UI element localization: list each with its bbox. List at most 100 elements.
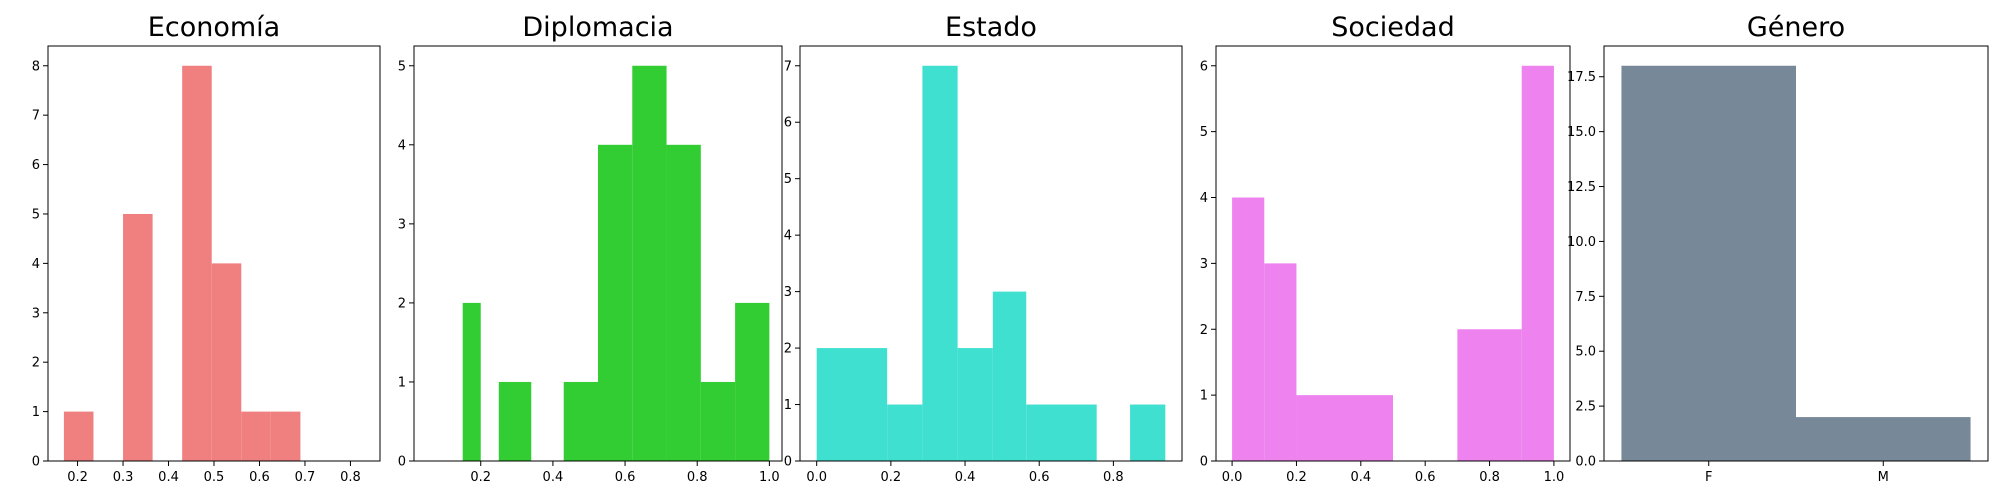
histogram-bar xyxy=(666,144,701,462)
histogram-bar xyxy=(735,302,770,461)
histogram-bar xyxy=(1621,65,1796,461)
chart-title: Diplomacia xyxy=(522,12,673,43)
y-tick-label: 6 xyxy=(784,116,792,131)
y-tick-label: 8 xyxy=(32,59,40,74)
y-tick-label: 12.5 xyxy=(1567,180,1596,195)
y-tick-label: 5 xyxy=(398,59,406,74)
histogram-bar xyxy=(1026,404,1097,461)
y-tick-label: 6 xyxy=(1200,59,1208,74)
axes-frame xyxy=(1603,45,1989,462)
panel-1: Economía 0 1 2 3 4 5 6 7 8 0.2 0.3 0.4 0.5 0.6 0.7 0.8 xyxy=(32,12,381,485)
panel-4: Sociedad 0 1 2 3 4 5 6 0.0 0.2 0.4 0.6 0.8 1.0 xyxy=(1200,12,1571,485)
x-tick-label: 0.4 xyxy=(543,470,564,485)
histogram-bar xyxy=(1232,197,1265,461)
y-tick-label: 3 xyxy=(32,306,40,321)
y-tick-label: 0 xyxy=(398,455,406,470)
panel-3: Estado 0 1 2 3 4 5 6 7 0.0 0.2 0.4 0.6 0.8 xyxy=(784,12,1183,485)
y-tick-label: 2 xyxy=(32,356,40,371)
x-tick-label: 0.6 xyxy=(249,470,270,485)
chart-title: Sociedad xyxy=(1331,12,1454,43)
histogram-bar xyxy=(1130,404,1166,461)
y-tick-label: 17.5 xyxy=(1567,70,1596,85)
x-tick-label: 0.6 xyxy=(615,470,636,485)
x-tick-label: F xyxy=(1705,470,1712,485)
histogram-bar xyxy=(270,411,301,461)
chart-title: Estado xyxy=(945,12,1037,43)
histogram-bar xyxy=(1264,263,1297,461)
x-tick-label: 0.2 xyxy=(470,470,491,485)
x-tick-label: 0.8 xyxy=(340,470,361,485)
y-tick-label: 10.0 xyxy=(1567,235,1596,250)
x-tick-label: 0.8 xyxy=(1479,470,1500,485)
histogram-bar xyxy=(63,411,94,461)
x-tick-label: 0.4 xyxy=(1350,470,1371,485)
x-tick-label: 0.5 xyxy=(204,470,225,485)
x-tick-label: 0.8 xyxy=(1103,470,1124,485)
x-tick-label: 0.4 xyxy=(955,470,976,485)
y-tick-label: 1 xyxy=(784,398,792,413)
y-tick-label: 3 xyxy=(1200,257,1208,272)
y-tick-label: 3 xyxy=(784,285,792,300)
y-tick-label: 4 xyxy=(784,229,792,244)
histogram-bar xyxy=(1296,395,1393,461)
histogram-bar xyxy=(922,65,958,461)
histogram-bar xyxy=(211,263,242,461)
x-tick-label: M xyxy=(1878,470,1889,485)
histogram-bar xyxy=(700,381,736,461)
histogram-bar xyxy=(887,404,923,461)
y-tick-label: 0 xyxy=(784,455,792,470)
chart-title: Género xyxy=(1747,12,1845,43)
y-tick-label: 1 xyxy=(1200,389,1208,404)
histogram-bar xyxy=(1521,65,1554,461)
y-tick-label: 0 xyxy=(1200,455,1208,470)
histogram-bar xyxy=(816,348,888,461)
x-tick-label: 0.0 xyxy=(806,470,827,485)
x-tick-label: 0.6 xyxy=(1029,470,1050,485)
histogram-bar xyxy=(498,381,532,461)
axes-frame xyxy=(799,45,1183,462)
y-tick-label: 4 xyxy=(1200,191,1208,206)
y-tick-label: 2.5 xyxy=(1575,400,1596,415)
x-tick-label: 1.0 xyxy=(1544,470,1565,485)
axes-frame xyxy=(413,45,783,462)
x-tick-label: 1.0 xyxy=(759,470,780,485)
histogram-bar xyxy=(241,411,271,461)
x-tick-label: 0.0 xyxy=(1222,470,1243,485)
histogram-bar xyxy=(992,291,1027,461)
y-tick-label: 1 xyxy=(398,375,406,390)
x-tick-label: 0.2 xyxy=(1286,470,1307,485)
x-tick-label: 0.2 xyxy=(881,470,902,485)
y-tick-label: 4 xyxy=(32,257,40,272)
y-tick-label: 2 xyxy=(1200,323,1208,338)
x-tick-label: 0.7 xyxy=(295,470,316,485)
y-tick-label: 15.0 xyxy=(1567,125,1596,140)
y-tick-label: 7 xyxy=(784,59,792,74)
y-tick-label: 6 xyxy=(32,158,40,173)
x-tick-label: 0.4 xyxy=(158,470,179,485)
y-tick-label: 1 xyxy=(32,405,40,420)
y-tick-label: 3 xyxy=(398,217,406,232)
y-tick-label: 0 xyxy=(32,455,40,470)
y-tick-label: 0.0 xyxy=(1575,455,1596,470)
y-tick-label: 5.0 xyxy=(1575,345,1596,360)
y-tick-label: 5 xyxy=(1200,125,1208,140)
x-tick-label: 0.3 xyxy=(113,470,134,485)
panel-2: Diplomacia 0 1 2 3 4 5 0.2 0.4 0.6 0.8 1.0 xyxy=(398,12,783,485)
y-tick-label: 2 xyxy=(784,342,792,357)
x-tick-label: 0.2 xyxy=(67,470,88,485)
chart-title: Economía xyxy=(148,12,280,43)
axes-frame xyxy=(1215,45,1571,462)
y-tick-label: 4 xyxy=(398,138,406,153)
panel-5: Género 0.0 2.5 5.0 7.5 10.0 12.5 15.0 17.5 F M xyxy=(1567,12,1989,485)
y-tick-label: 5 xyxy=(32,207,40,222)
histogram-bar xyxy=(598,144,633,462)
y-tick-label: 7 xyxy=(32,109,40,124)
histogram-bar xyxy=(1457,329,1522,461)
x-tick-label: 0.6 xyxy=(1415,470,1436,485)
histogram-bar xyxy=(462,302,481,461)
histogram-bar xyxy=(1796,417,1971,461)
histogram-bar xyxy=(563,381,598,461)
x-tick-label: 0.8 xyxy=(687,470,708,485)
y-tick-label: 5 xyxy=(784,172,792,187)
